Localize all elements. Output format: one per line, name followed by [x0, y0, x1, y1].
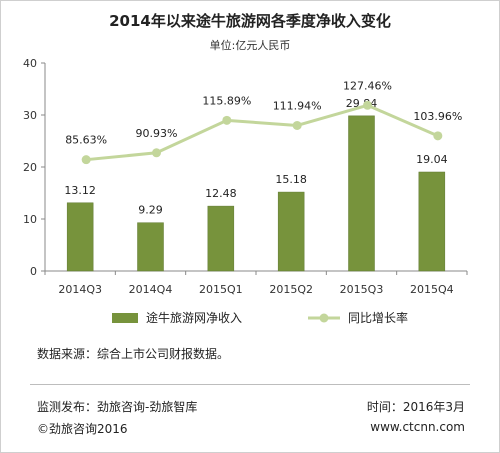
publish-time: 时间：2016年3月 — [366, 400, 465, 414]
bar-value-label: 12.48 — [205, 187, 237, 200]
growth-rate-line — [86, 103, 439, 162]
x-tick-label: 2015Q3 — [340, 283, 384, 296]
growth-rate-point — [433, 131, 443, 141]
bar-value-label: 19.04 — [416, 153, 448, 166]
chart-title: 2014年以来途牛旅游网各季度净收入变化 — [109, 12, 391, 30]
y-tick-label: 10 — [23, 213, 37, 226]
publisher-text: 监测发布：劲旅咨询-劲旅智库 — [37, 400, 198, 414]
legend-line-marker — [319, 313, 329, 323]
bar-value-label: 9.29 — [138, 204, 163, 217]
growth-rate-point — [81, 155, 91, 165]
growth-rate-label: 85.63% — [65, 134, 107, 147]
growth-rate-point — [363, 100, 372, 110]
legend-line-label: 同比增长率 — [348, 310, 408, 325]
growth-rate-label: 115.89% — [202, 94, 251, 107]
growth-rate-point — [152, 148, 161, 158]
bar-value-label: 15.18 — [275, 173, 307, 186]
growth-rate-point — [292, 120, 302, 130]
growth-rate-label: 90.93% — [136, 127, 178, 140]
data-source-note: 数据来源：综合上市公司财报数据。 — [37, 347, 230, 361]
bar — [348, 115, 375, 272]
legend-bar-label: 途牛旅游网净收入 — [146, 310, 242, 325]
growth-rate-label: 111.94% — [273, 99, 322, 112]
growth-rate-label: 127.46% — [343, 79, 392, 92]
x-tick-label: 2015Q1 — [199, 283, 243, 296]
bar — [207, 205, 235, 272]
chart-subtitle: 单位:亿元人民币 — [209, 39, 291, 52]
y-tick-label: 0 — [30, 265, 37, 278]
bar — [66, 202, 94, 272]
legend-bar-swatch — [112, 313, 138, 323]
x-tick-label: 2015Q2 — [269, 283, 313, 296]
footer-divider — [30, 384, 470, 385]
growth-rate-label: 103.96% — [413, 110, 462, 123]
y-tick-label: 20 — [23, 161, 37, 174]
website-link[interactable]: www.ctcnn.com — [370, 420, 465, 434]
bar — [277, 191, 305, 272]
bar — [418, 171, 446, 272]
x-tick-label: 2014Q4 — [129, 283, 173, 296]
copyright-text: ©劲旅咨询2016 — [37, 422, 128, 436]
x-tick-label: 2015Q4 — [410, 283, 454, 296]
y-tick-label: 30 — [23, 109, 37, 122]
growth-rate-point — [222, 115, 232, 125]
y-tick-label: 40 — [23, 57, 37, 70]
x-tick-label: 2014Q3 — [58, 283, 102, 296]
bar-value-label: 13.12 — [64, 184, 96, 197]
bar — [137, 222, 164, 272]
